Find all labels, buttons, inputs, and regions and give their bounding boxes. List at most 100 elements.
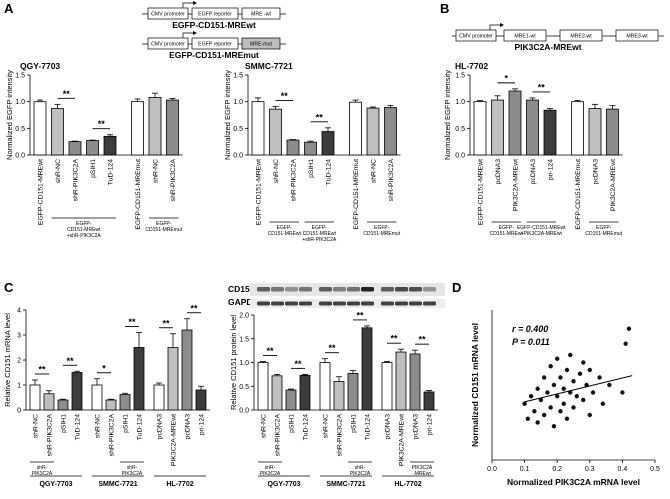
x-tick-label: pcDNA3 bbox=[495, 159, 502, 185]
scatter-point bbox=[558, 409, 563, 414]
bar bbox=[321, 131, 335, 156]
scatter-point bbox=[597, 375, 602, 380]
y-axis-title: Normalized CD151 mRNA level bbox=[470, 323, 480, 447]
bar bbox=[473, 101, 487, 156]
x-tick-label: shR-PIK3C2A bbox=[337, 414, 344, 457]
scatter-point bbox=[590, 390, 596, 395]
y-tick-label: 0.0 bbox=[15, 153, 25, 160]
y-tick-label: 0.5 bbox=[233, 126, 243, 133]
group-label: HL-7702 bbox=[394, 481, 421, 488]
group-caption: CD151-MREmut bbox=[363, 231, 400, 237]
bar bbox=[361, 327, 373, 411]
arrowhead-icon bbox=[193, 31, 197, 35]
x-tick-label: shR-PIK3C2A bbox=[170, 159, 177, 202]
x-tick-label: pcDNA3 bbox=[157, 414, 164, 440]
y-tick-label: 0.5 bbox=[455, 126, 465, 133]
scatter-point bbox=[522, 401, 527, 406]
blot-band-cd151 bbox=[257, 287, 270, 292]
scatter-point bbox=[528, 394, 534, 399]
scatter-point bbox=[548, 364, 553, 369]
chart-title-b: HL-7702 bbox=[455, 61, 488, 71]
bar bbox=[366, 107, 380, 156]
y-tick-label: 1.0 bbox=[455, 99, 465, 106]
blot-band-cd151 bbox=[395, 287, 408, 292]
bar bbox=[195, 389, 207, 411]
significance-label: ** bbox=[190, 303, 198, 313]
bar bbox=[319, 362, 331, 411]
reporter-box bbox=[191, 37, 239, 50]
regression-line bbox=[524, 375, 633, 403]
scatter-point bbox=[571, 379, 576, 384]
x-tick-label: EGFP-CD151-MREwt bbox=[478, 159, 485, 225]
x-tick-label: TuD-124 bbox=[365, 414, 372, 440]
x-tick-label: shR-NC bbox=[273, 159, 280, 183]
scatter-point bbox=[532, 409, 537, 414]
group-caption: EGFP- bbox=[499, 225, 515, 231]
x-tick-label: PIK3C2A-MREwt bbox=[513, 159, 520, 211]
reporter-label: EGFP reporter bbox=[198, 12, 232, 18]
scatter-point bbox=[577, 371, 583, 376]
x-tick-label: pSIH1 bbox=[123, 414, 130, 433]
x-tick-label: EGFP-CD151-MREwt bbox=[38, 159, 45, 225]
construct-mut-schematic: CMV promoter EGFP reporter MRE-mut EGFP-… bbox=[142, 31, 286, 60]
scatter-point bbox=[568, 352, 573, 358]
blot-band-gapdh bbox=[257, 301, 270, 306]
promoter-label: CMV promoter bbox=[151, 42, 185, 48]
blot-band-gapdh bbox=[333, 301, 346, 306]
scatter-point bbox=[581, 397, 586, 403]
y-axis-title: Normalized EGFP intensity bbox=[443, 70, 452, 160]
mre1-box bbox=[503, 29, 547, 42]
group-caption: EGFP- bbox=[76, 221, 92, 227]
bar bbox=[381, 362, 393, 411]
blot-band-gapdh bbox=[381, 301, 394, 306]
bar bbox=[181, 329, 193, 411]
group-caption: +PIK3C2A-MREwt bbox=[521, 231, 563, 237]
bar bbox=[588, 108, 602, 156]
promoter-arrow-icon bbox=[182, 2, 195, 8]
x-tick-label: shR-NC bbox=[95, 414, 102, 438]
correlation-p: P = 0.011 bbox=[512, 337, 550, 347]
chart-c-left: 0 1 2 3 4 Relative CD151 mRNA level shR-NC shR-… bbox=[3, 303, 210, 466]
blot-band-cd151 bbox=[271, 287, 284, 292]
x-axis-title: Normalized PIK3C2A mRNA level bbox=[507, 477, 640, 487]
scatter-point bbox=[535, 420, 540, 425]
x-tick-label: 0.3 bbox=[585, 466, 595, 473]
scatter-point bbox=[607, 382, 612, 388]
x-tick-label: TuD-124 bbox=[108, 159, 115, 185]
panel-label-c: C bbox=[4, 280, 14, 295]
reporter-box bbox=[191, 7, 239, 20]
group-caption: PIK3C2A bbox=[260, 471, 281, 477]
mre2-label: MRE2-wt bbox=[570, 34, 592, 40]
x-tick-label: pSIH1 bbox=[289, 414, 296, 433]
scatter-point bbox=[564, 367, 570, 373]
x-tick-label: pSIH1 bbox=[351, 414, 358, 433]
bar bbox=[29, 384, 41, 411]
x-tick-label: pcDNA3 bbox=[530, 159, 537, 185]
bar bbox=[491, 99, 504, 156]
group-caption: EGFP-CD151-MREwt bbox=[517, 225, 566, 231]
bar bbox=[257, 362, 269, 411]
y-tick-label: 0 bbox=[17, 408, 21, 415]
blot-band-cd151 bbox=[347, 287, 360, 292]
x-tick-label: 0.0 bbox=[487, 466, 497, 473]
mre1-label: MRE1-wt bbox=[514, 34, 536, 40]
x-tick-label: shR-PIK3C2A bbox=[388, 159, 395, 202]
x-tick-label: 0.5 bbox=[650, 466, 660, 473]
significance-label: ** bbox=[316, 112, 324, 122]
bar bbox=[423, 391, 435, 411]
bar bbox=[68, 141, 82, 156]
blot-band-cd151 bbox=[381, 287, 394, 292]
y-tick-label: 0.5 bbox=[239, 384, 249, 391]
group-caption: -MREwt bbox=[413, 471, 431, 477]
x-tick-label: shR-PIK3C2A bbox=[275, 414, 282, 457]
significance-label: ** bbox=[128, 317, 136, 327]
construct-wt-schematic: CMV promoter EGFP reporter MRE -wt EGFP-… bbox=[142, 1, 286, 30]
group-caption: EGFP- bbox=[156, 221, 172, 227]
bar bbox=[103, 135, 117, 156]
y-tick-label: 2 bbox=[17, 358, 21, 365]
x-tick-label: TuD-124 bbox=[75, 414, 82, 440]
bar bbox=[153, 384, 165, 411]
significance-label: ** bbox=[328, 343, 336, 353]
